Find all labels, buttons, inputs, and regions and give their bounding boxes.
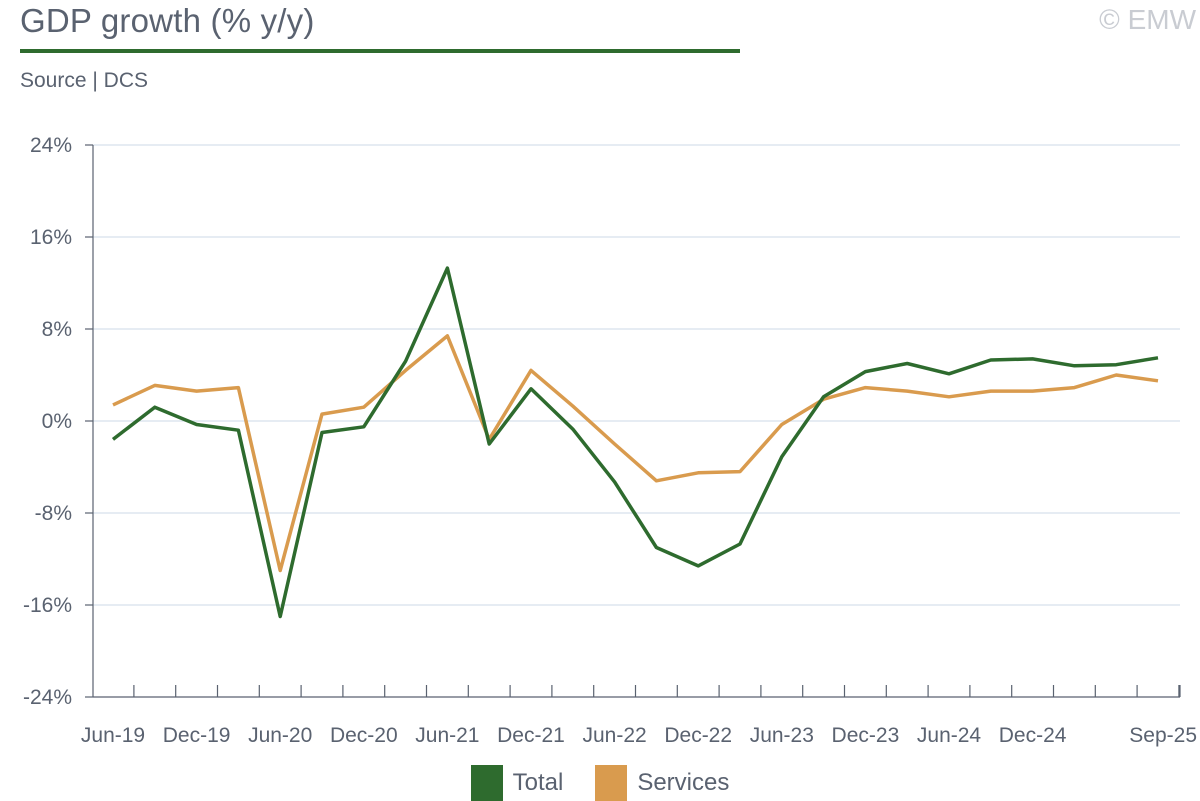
series-layer (111, 266, 1159, 619)
y-tick-label: 0% (42, 410, 72, 433)
label-layer: 24% 16% 8% 0% -8% -16% -24% Jun-19 Dec-19 Jun-20 D… (23, 134, 1197, 747)
y-tick-label: -16% (23, 594, 72, 617)
legend-swatch-total (470, 765, 503, 801)
x-tick-label: Dec-23 (832, 724, 900, 747)
x-tick-label: Jun-23 (750, 724, 814, 747)
source-label: Source | DCS (20, 69, 148, 92)
legend: Total Services (0, 765, 1200, 801)
x-tick-label: Jun-22 (582, 724, 646, 747)
legend-swatch-services (595, 765, 628, 801)
x-tick-label: Jun-19 (81, 724, 145, 747)
x-tick-label: Sep-25 (1129, 724, 1197, 747)
grid-layer (93, 144, 1180, 606)
y-tick-label: 8% (42, 318, 72, 341)
x-tick-label: Jun-21 (415, 724, 479, 747)
axis-layer (85, 144, 1181, 698)
series-line-total (111, 266, 1159, 619)
y-tick-label: 16% (30, 226, 72, 249)
x-tick-label: Dec-20 (330, 724, 398, 747)
x-tick-label: Dec-22 (664, 724, 732, 747)
series-line-services (112, 334, 1159, 573)
title-underline (20, 49, 740, 53)
legend-item-total: Total (470, 765, 564, 801)
y-tick-label: -24% (23, 686, 72, 709)
x-tick-label: Jun-24 (917, 724, 982, 747)
legend-item-services: Services (595, 765, 729, 801)
copyright-label: © EMW (1099, 4, 1196, 35)
x-tick-label: Dec-24 (999, 724, 1067, 747)
x-tick-label: Dec-19 (163, 724, 231, 747)
legend-label-total: Total (512, 769, 564, 796)
chart-title: GDP growth (% y/y) (20, 2, 315, 39)
legend-label-services: Services (637, 769, 730, 796)
x-tick-label: Dec-21 (497, 724, 565, 747)
y-tick-label: -8% (35, 502, 72, 525)
x-tick-label: Jun-20 (248, 724, 312, 747)
y-tick-label: 24% (30, 134, 72, 157)
